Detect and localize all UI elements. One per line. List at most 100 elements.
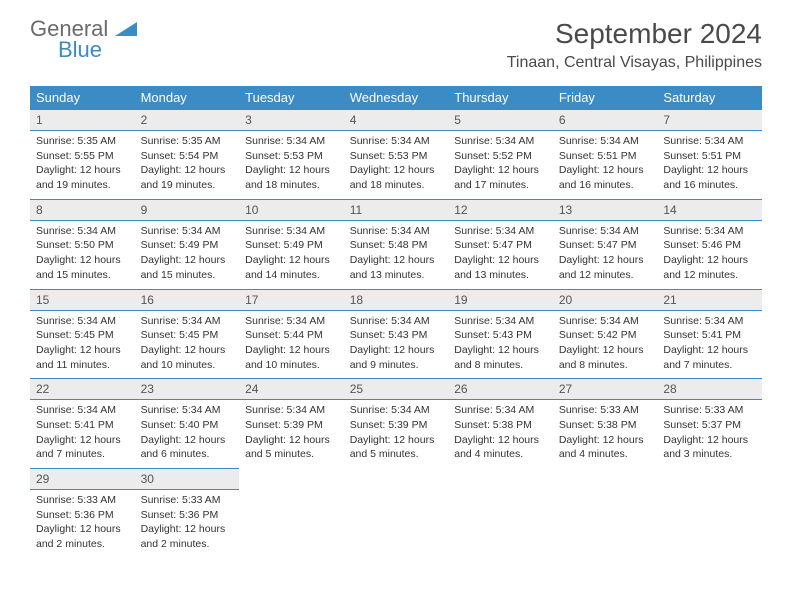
sunrise-line: Sunrise: 5:34 AM: [559, 134, 652, 149]
weekday-header: Saturday: [657, 86, 762, 110]
day-number: 13: [553, 199, 658, 220]
sunset-line: Sunset: 5:53 PM: [245, 149, 338, 164]
day-cell: Sunrise: 5:34 AMSunset: 5:38 PMDaylight:…: [448, 400, 553, 469]
daylight-line: Daylight: 12 hours and 17 minutes.: [454, 163, 547, 192]
sunset-line: Sunset: 5:36 PM: [141, 508, 234, 523]
day-cell: Sunrise: 5:34 AMSunset: 5:43 PMDaylight:…: [344, 310, 449, 379]
day-cell: Sunrise: 5:34 AMSunset: 5:53 PMDaylight:…: [344, 131, 449, 200]
day-number: 25: [344, 379, 449, 400]
daylight-line: Daylight: 12 hours and 19 minutes.: [141, 163, 234, 192]
day-number: 6: [553, 110, 658, 131]
daylight-line: Daylight: 12 hours and 7 minutes.: [663, 343, 756, 372]
day-data-row: Sunrise: 5:34 AMSunset: 5:41 PMDaylight:…: [30, 400, 762, 469]
sunset-line: Sunset: 5:38 PM: [559, 418, 652, 433]
sunset-line: Sunset: 5:40 PM: [141, 418, 234, 433]
day-cell: Sunrise: 5:34 AMSunset: 5:49 PMDaylight:…: [239, 220, 344, 289]
day-number: 17: [239, 289, 344, 310]
day-number-row: 15161718192021: [30, 289, 762, 310]
day-number: 8: [30, 199, 135, 220]
day-number: 2: [135, 110, 240, 131]
daylight-line: Daylight: 12 hours and 14 minutes.: [245, 253, 338, 282]
day-number: 12: [448, 199, 553, 220]
sunrise-line: Sunrise: 5:33 AM: [559, 403, 652, 418]
day-cell: [344, 490, 449, 558]
daylight-line: Daylight: 12 hours and 13 minutes.: [454, 253, 547, 282]
daylight-line: Daylight: 12 hours and 10 minutes.: [245, 343, 338, 372]
title-block: September 2024 Tinaan, Central Visayas, …: [507, 18, 762, 72]
daylight-line: Daylight: 12 hours and 12 minutes.: [663, 253, 756, 282]
day-number-row: 891011121314: [30, 199, 762, 220]
sunset-line: Sunset: 5:41 PM: [663, 328, 756, 343]
day-cell: Sunrise: 5:34 AMSunset: 5:42 PMDaylight:…: [553, 310, 658, 379]
sunset-line: Sunset: 5:43 PM: [350, 328, 443, 343]
day-cell: Sunrise: 5:34 AMSunset: 5:51 PMDaylight:…: [553, 131, 658, 200]
sunrise-line: Sunrise: 5:34 AM: [245, 314, 338, 329]
daylight-line: Daylight: 12 hours and 5 minutes.: [350, 433, 443, 462]
day-number: 16: [135, 289, 240, 310]
sunrise-line: Sunrise: 5:34 AM: [36, 224, 129, 239]
sunrise-line: Sunrise: 5:34 AM: [559, 224, 652, 239]
daylight-line: Daylight: 12 hours and 9 minutes.: [350, 343, 443, 372]
day-number: 26: [448, 379, 553, 400]
day-number: 15: [30, 289, 135, 310]
day-number: [344, 469, 449, 490]
day-cell: Sunrise: 5:34 AMSunset: 5:45 PMDaylight:…: [30, 310, 135, 379]
day-number: 29: [30, 469, 135, 490]
location: Tinaan, Central Visayas, Philippines: [507, 54, 762, 72]
sunset-line: Sunset: 5:51 PM: [559, 149, 652, 164]
day-number: [657, 469, 762, 490]
sunset-line: Sunset: 5:47 PM: [454, 238, 547, 253]
sunset-line: Sunset: 5:43 PM: [454, 328, 547, 343]
day-number: 11: [344, 199, 449, 220]
sunrise-line: Sunrise: 5:34 AM: [245, 403, 338, 418]
day-number: 10: [239, 199, 344, 220]
daylight-line: Daylight: 12 hours and 18 minutes.: [350, 163, 443, 192]
daylight-line: Daylight: 12 hours and 8 minutes.: [454, 343, 547, 372]
day-number: 3: [239, 110, 344, 131]
day-number: 18: [344, 289, 449, 310]
sunrise-line: Sunrise: 5:33 AM: [663, 403, 756, 418]
day-number: 24: [239, 379, 344, 400]
sunrise-line: Sunrise: 5:34 AM: [454, 134, 547, 149]
weekday-header: Wednesday: [344, 86, 449, 110]
sunset-line: Sunset: 5:37 PM: [663, 418, 756, 433]
sunset-line: Sunset: 5:54 PM: [141, 149, 234, 164]
sunrise-line: Sunrise: 5:34 AM: [36, 403, 129, 418]
weekday-header: Friday: [553, 86, 658, 110]
day-number: [448, 469, 553, 490]
daylight-line: Daylight: 12 hours and 15 minutes.: [141, 253, 234, 282]
sunset-line: Sunset: 5:47 PM: [559, 238, 652, 253]
daylight-line: Daylight: 12 hours and 2 minutes.: [141, 522, 234, 551]
day-cell: Sunrise: 5:33 AMSunset: 5:36 PMDaylight:…: [135, 490, 240, 558]
calendar-table: Sunday Monday Tuesday Wednesday Thursday…: [30, 86, 762, 558]
day-number-row: 2930: [30, 469, 762, 490]
day-data-row: Sunrise: 5:35 AMSunset: 5:55 PMDaylight:…: [30, 131, 762, 200]
day-number: 20: [553, 289, 658, 310]
day-cell: Sunrise: 5:34 AMSunset: 5:50 PMDaylight:…: [30, 220, 135, 289]
sunset-line: Sunset: 5:51 PM: [663, 149, 756, 164]
sunrise-line: Sunrise: 5:34 AM: [454, 403, 547, 418]
daylight-line: Daylight: 12 hours and 19 minutes.: [36, 163, 129, 192]
day-number: 21: [657, 289, 762, 310]
day-number: 19: [448, 289, 553, 310]
day-cell: Sunrise: 5:34 AMSunset: 5:47 PMDaylight:…: [553, 220, 658, 289]
day-cell: [553, 490, 658, 558]
sunset-line: Sunset: 5:53 PM: [350, 149, 443, 164]
day-cell: Sunrise: 5:34 AMSunset: 5:48 PMDaylight:…: [344, 220, 449, 289]
sunrise-line: Sunrise: 5:35 AM: [36, 134, 129, 149]
daylight-line: Daylight: 12 hours and 12 minutes.: [559, 253, 652, 282]
sunset-line: Sunset: 5:38 PM: [454, 418, 547, 433]
sunrise-line: Sunrise: 5:34 AM: [141, 314, 234, 329]
day-cell: [239, 490, 344, 558]
sunrise-line: Sunrise: 5:34 AM: [350, 403, 443, 418]
day-cell: Sunrise: 5:34 AMSunset: 5:53 PMDaylight:…: [239, 131, 344, 200]
sunrise-line: Sunrise: 5:34 AM: [350, 134, 443, 149]
day-cell: Sunrise: 5:33 AMSunset: 5:36 PMDaylight:…: [30, 490, 135, 558]
daylight-line: Daylight: 12 hours and 13 minutes.: [350, 253, 443, 282]
daylight-line: Daylight: 12 hours and 4 minutes.: [559, 433, 652, 462]
daylight-line: Daylight: 12 hours and 10 minutes.: [141, 343, 234, 372]
day-cell: Sunrise: 5:34 AMSunset: 5:45 PMDaylight:…: [135, 310, 240, 379]
day-number: 30: [135, 469, 240, 490]
day-cell: Sunrise: 5:34 AMSunset: 5:40 PMDaylight:…: [135, 400, 240, 469]
sunrise-line: Sunrise: 5:34 AM: [141, 403, 234, 418]
